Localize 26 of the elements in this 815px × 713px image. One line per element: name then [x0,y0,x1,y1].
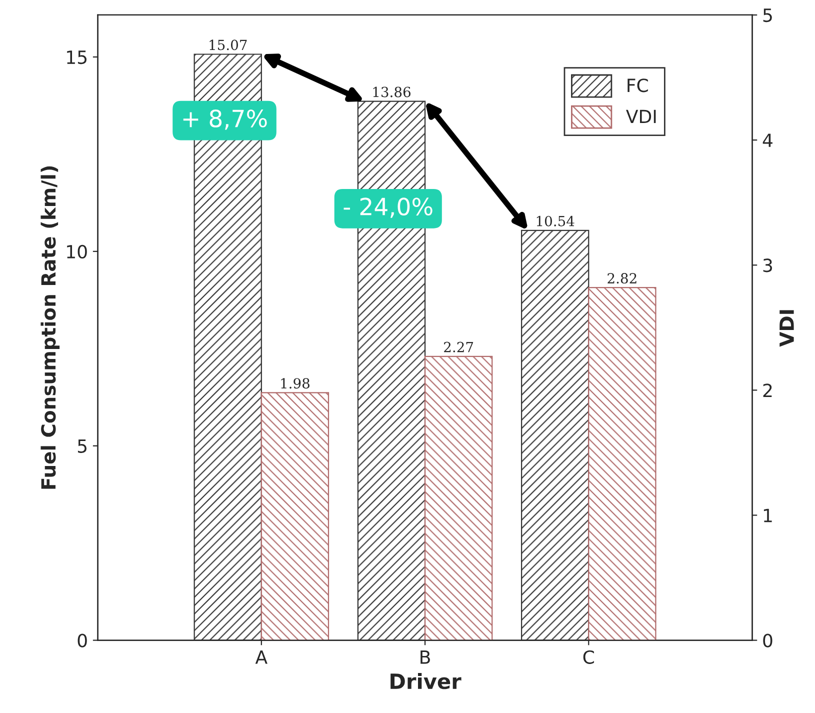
annotation: + 8,7% [183,110,267,130]
y2-tick-label: 3 [763,258,772,272]
data-label: 15.07 [210,40,247,50]
data-label: 10.54 [536,216,574,226]
y2-tick-label: 5 [763,8,772,22]
y-tick-label: 10 [67,244,87,259]
y2-tick-label: 1 [764,508,772,522]
y-tick-label: 15 [67,50,86,64]
y2-tick-label: 2 [763,384,772,398]
legend-label: FC [628,78,648,92]
data-label: 2.82 [608,273,636,284]
annotation: - 24,0% [344,198,432,218]
data-label: 13.86 [373,86,410,98]
x-axis-title: Driver [390,673,462,690]
y2-axis-title: VDI [780,310,794,347]
y-tick-label: 0 [78,634,87,648]
y2-tick-label: 0 [763,634,772,648]
y-tick-label: 5 [78,440,86,453]
x-tick-label: C [583,650,594,664]
x-tick-label: A [255,650,268,664]
y2-tick-label: 4 [762,134,772,147]
legend-label: VDI [626,110,656,124]
y-axis-title: Fuel Consumption Rate (km/l) [40,166,60,489]
data-label: 1.98 [281,378,310,389]
x-tick-label: B [420,650,430,664]
data-label: 2.27 [444,342,474,352]
